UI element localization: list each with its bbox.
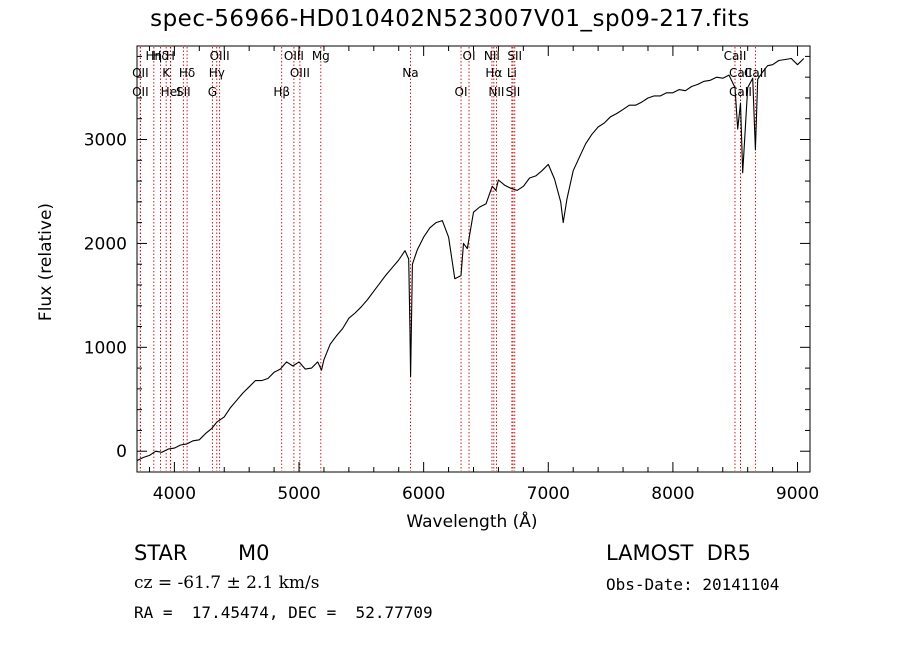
y-tick-label: 0 <box>116 442 127 462</box>
line-label-9: OIII <box>210 49 230 63</box>
coordinates: RA = 17.45474, DEC = 52.77709 <box>134 603 433 622</box>
line-label-13: OIII <box>290 66 310 80</box>
x-tick-label: 4000 <box>153 484 196 504</box>
obs-date: Obs-Date: 20141104 <box>606 575 780 594</box>
line-label-12: OIII <box>284 49 304 63</box>
line-label-21: NII <box>484 49 500 63</box>
line-label-10: Hγ <box>209 66 225 80</box>
line-label-11: G <box>208 85 217 99</box>
object-subclass: M0 <box>238 541 270 565</box>
survey-name: LAMOST DR5 <box>606 541 751 565</box>
line-label-1: OII <box>132 66 149 80</box>
line-label-18: OI <box>463 49 476 63</box>
line-label-4: K <box>162 66 171 80</box>
line-label-17: OI <box>455 85 468 99</box>
x-tick-label: 9000 <box>776 484 819 504</box>
line-label-19: Hα <box>485 66 502 80</box>
line-label-5: HeI <box>161 85 181 99</box>
y-axis-label: Flux (relative) <box>36 202 56 322</box>
x-tick-label: 6000 <box>402 484 445 504</box>
line-label-25: CaII <box>744 66 767 80</box>
line-label-2: OII <box>132 85 149 99</box>
spectrum-line <box>136 57 805 462</box>
line-label-6: H <box>166 49 175 63</box>
line-label-24: SII <box>507 49 522 63</box>
line-label-23: NII <box>488 85 504 99</box>
plot-frame <box>136 45 811 473</box>
y-tick-label: 1000 <box>84 338 127 358</box>
line-label-8: SII <box>176 85 191 99</box>
x-tick-label: 5000 <box>277 484 320 504</box>
line-label-20: SII <box>506 85 521 99</box>
line-label-27: CaII <box>724 49 747 63</box>
y-tick-label: 3000 <box>84 131 127 151</box>
y-tick-label: 2000 <box>84 234 127 254</box>
line-label-7: Hδ <box>179 66 195 80</box>
line-label-3: Hη <box>146 49 163 63</box>
x-tick-label: 8000 <box>651 484 694 504</box>
chart-title: spec-56966-HD010402N523007V01_sp09-217.f… <box>150 6 750 32</box>
line-label-0: Hδ <box>152 49 168 63</box>
line-label-22: Li <box>507 66 517 80</box>
line-label-16: Na <box>402 66 418 80</box>
line-label-28: CaII <box>729 66 752 80</box>
object-class: STAR <box>134 541 188 565</box>
redshift-info: cz = -61.7 ± 2.1 km/s <box>134 573 320 593</box>
x-tick-label: 7000 <box>527 484 570 504</box>
line-label-15: Mg <box>312 49 330 63</box>
line-label-14: Hβ <box>273 85 290 99</box>
x-axis-label: Wavelength (Å) <box>406 512 538 532</box>
